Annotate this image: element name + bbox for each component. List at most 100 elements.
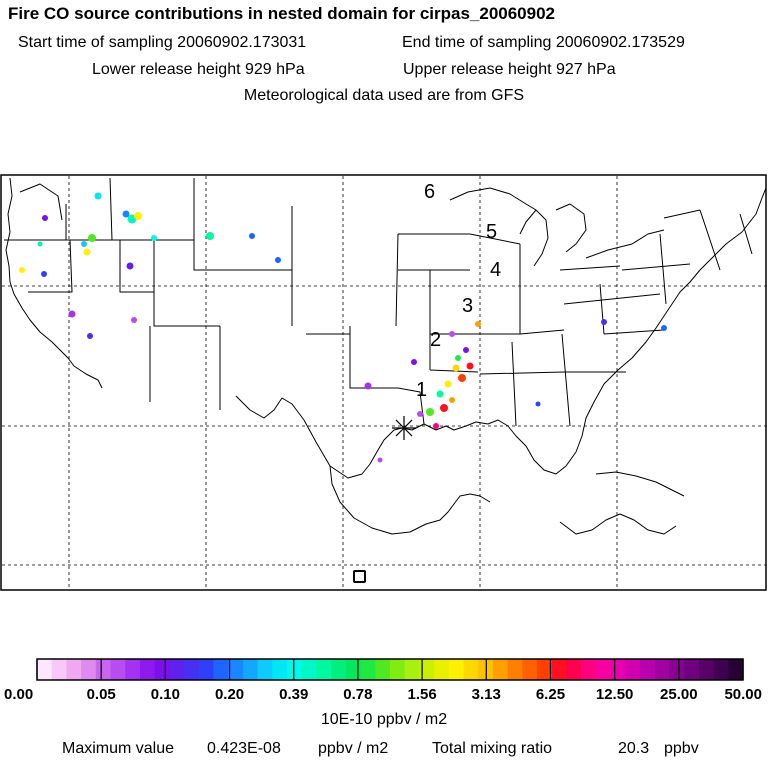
fire-dot <box>433 423 439 429</box>
fire-dot <box>37 241 43 247</box>
trajectory-marker: 4 <box>490 259 501 281</box>
color-swatch <box>713 659 729 680</box>
state-borders <box>4 177 753 427</box>
color-swatch <box>37 659 53 680</box>
total-mixing-ratio-units: ppbv <box>664 740 699 757</box>
fire-dot <box>436 390 444 398</box>
color-swatch <box>110 659 126 680</box>
start-time-label: Start time of sampling 20060902.173031 <box>18 34 307 51</box>
fire-dot <box>455 355 461 361</box>
color-swatch <box>434 659 450 680</box>
max-value-units: ppbv / m2 <box>318 740 389 757</box>
color-swatch <box>345 659 362 680</box>
max-value: 0.423E-08 <box>207 740 281 757</box>
great-lakes-erie-ontario <box>585 229 665 259</box>
color-swatch <box>654 659 671 680</box>
trajectory-marker: 1 <box>416 379 427 401</box>
color-swatch <box>581 659 597 680</box>
color-swatch <box>213 659 229 680</box>
fire-dot <box>475 321 481 327</box>
fire-dot <box>463 347 469 353</box>
color-scale-tick-label: 25.00 <box>660 686 698 703</box>
plot-title: Fire CO source contributions in nested d… <box>8 4 555 23</box>
fire-dot <box>122 210 130 218</box>
reference-square-icon <box>353 570 366 583</box>
color-scale-tick-label: 0.20 <box>215 686 244 703</box>
color-swatch <box>198 659 215 680</box>
color-swatch <box>537 659 553 680</box>
color-swatch <box>507 659 523 680</box>
fire-dot <box>426 408 434 416</box>
end-time-label: End time of sampling 20060902.173529 <box>402 34 685 51</box>
color-swatch <box>448 659 465 680</box>
fire-dot <box>535 401 541 407</box>
color-swatch <box>640 659 656 680</box>
fire-dot <box>206 232 214 240</box>
meteorological-data-label: Meteorological data used are from GFS <box>243 87 525 104</box>
map-frame <box>0 174 767 591</box>
cuba <box>595 471 685 497</box>
fire-dot <box>440 404 448 412</box>
color-scale-tick-label: 0.78 <box>343 686 372 703</box>
fire-dot <box>275 257 281 263</box>
color-swatch <box>316 659 332 680</box>
color-swatch <box>551 659 568 680</box>
color-swatch <box>390 659 406 680</box>
color-scale-tick-label: 6.25 <box>536 686 565 703</box>
color-swatch <box>669 659 685 680</box>
color-swatch <box>492 659 509 680</box>
fire-dot <box>364 382 372 390</box>
color-swatch <box>698 659 715 680</box>
fire-dot <box>377 457 383 463</box>
color-swatch <box>419 659 435 680</box>
fire-dot <box>87 333 93 339</box>
color-scale-tick-label: 3.13 <box>472 686 501 703</box>
color-swatch <box>566 659 582 680</box>
color-swatch <box>610 659 626 680</box>
great-lakes-superior <box>449 187 537 211</box>
color-swatch <box>375 659 391 680</box>
color-swatch <box>242 659 259 680</box>
color-swatch <box>169 659 185 680</box>
color-swatch <box>95 659 112 680</box>
fire-dot <box>466 362 474 370</box>
fire-dot <box>42 215 48 221</box>
total-mixing-ratio-value: 20.3 <box>618 740 650 757</box>
fire-dot <box>449 331 455 337</box>
graticule <box>2 176 766 590</box>
fire-dot <box>81 241 87 247</box>
color-swatch <box>287 659 303 680</box>
color-scale-tick-label: 0.05 <box>87 686 116 703</box>
color-scale-legend: 0.00 0.05 0.10 0.20 0.39 0.78 1.56 3.13 6.25 12.5… <box>4 658 762 703</box>
color-scale-tick-label: 12.50 <box>596 686 634 703</box>
color-swatch <box>272 659 288 680</box>
color-scale-swatches <box>37 659 744 680</box>
fire-dot <box>452 364 460 372</box>
color-swatch <box>139 659 156 680</box>
color-scale-tick-label: 1.56 <box>407 686 436 703</box>
fire-dot <box>41 271 47 277</box>
fire-dot <box>88 234 96 242</box>
color-swatch <box>595 659 612 680</box>
color-swatch <box>463 659 479 680</box>
upper-release-height-label: Upper release height 927 hPa <box>403 61 616 78</box>
lower-release-height-label: Lower release height 929 hPa <box>92 61 305 78</box>
color-swatch <box>154 659 170 680</box>
color-swatch <box>257 659 273 680</box>
color-swatch <box>522 659 538 680</box>
color-swatch <box>66 659 82 680</box>
color-swatch <box>404 659 421 680</box>
fire-dot <box>68 310 76 318</box>
color-swatch <box>360 659 376 680</box>
color-scale-tick-label: 0.10 <box>151 686 180 703</box>
fire-dot <box>19 267 25 273</box>
fire-dot <box>249 233 255 239</box>
coastline-west <box>5 177 103 389</box>
color-swatch <box>81 659 97 680</box>
trajectory-marker: 6 <box>424 181 435 203</box>
color-scale-tick-label: 0.39 <box>279 686 308 703</box>
color-scale-units: 10E-10 ppbv / m2 <box>320 711 448 728</box>
coastline-yucatan <box>559 513 677 535</box>
color-scale-ticks: 0.00 0.05 0.10 0.20 0.39 0.78 1.56 3.13 6.25 12.5… <box>4 659 762 703</box>
color-swatch <box>228 659 244 680</box>
